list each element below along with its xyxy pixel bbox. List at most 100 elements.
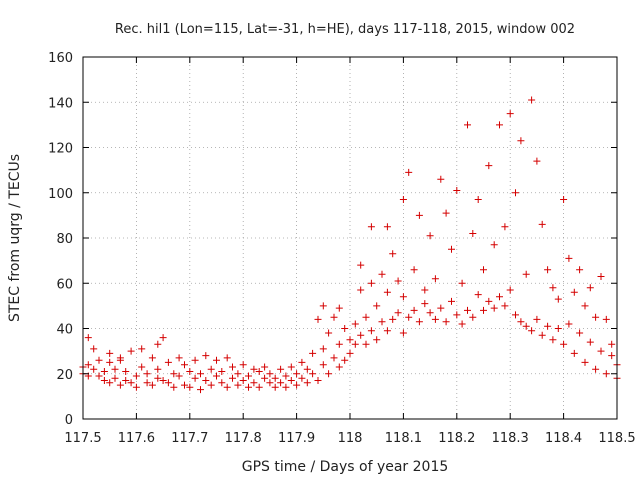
- data-point: [464, 121, 471, 129]
- x-tick-label: 118.2: [438, 431, 475, 446]
- data-point: [213, 372, 220, 380]
- x-tick-labels: 117.5 117.6 117.7 117.8 117.9 118 118.1 118.2 11…: [64, 431, 635, 446]
- data-point: [431, 315, 439, 323]
- data-point: [319, 345, 327, 353]
- data-point: [143, 379, 151, 387]
- x-tick-label: 118.1: [385, 431, 422, 446]
- data-point: [319, 302, 327, 310]
- data-point: [357, 331, 365, 339]
- data-point: [277, 365, 285, 373]
- data-point: [383, 288, 391, 296]
- data-point: [458, 320, 466, 328]
- data-point: [576, 266, 584, 274]
- data-point: [186, 383, 194, 391]
- data-point: [314, 315, 322, 323]
- data-point: [154, 374, 162, 382]
- data-point: [175, 354, 183, 362]
- data-point: [394, 309, 402, 317]
- data-point: [437, 175, 445, 183]
- data-point: [245, 372, 252, 380]
- data-point: [330, 354, 338, 362]
- data-point: [271, 374, 279, 382]
- data-point: [496, 121, 503, 129]
- data-point: [522, 322, 530, 330]
- data-point: [586, 338, 594, 346]
- x-tick-label: 117.9: [278, 431, 315, 446]
- data-point: [399, 329, 407, 337]
- data-point: [378, 318, 386, 326]
- data-point: [528, 96, 536, 104]
- data-point: [266, 370, 274, 378]
- data-point: [95, 356, 103, 364]
- data-point: [469, 230, 477, 237]
- data-point: [512, 189, 519, 197]
- data-point: [560, 340, 568, 348]
- data-point: [415, 318, 423, 326]
- data-point: [218, 379, 226, 387]
- data-point: [325, 370, 333, 378]
- data-point: [506, 110, 514, 118]
- data-point: [410, 306, 418, 314]
- data-point: [197, 370, 204, 378]
- y-tick-label: 0: [65, 413, 73, 428]
- data-point: [597, 347, 605, 355]
- x-tick-label: 117.8: [225, 431, 262, 446]
- data-point: [335, 304, 343, 312]
- data-point: [367, 327, 375, 335]
- data-point: [357, 261, 365, 269]
- data-point: [223, 383, 231, 391]
- data-point: [100, 368, 108, 375]
- data-point: [373, 302, 381, 310]
- data-point: [485, 162, 493, 170]
- data-point: [560, 196, 568, 203]
- data-point: [111, 374, 119, 382]
- data-point: [464, 306, 471, 314]
- data-point: [442, 318, 450, 326]
- data-point: [159, 334, 167, 342]
- data-point: [239, 361, 247, 369]
- data-point: [373, 336, 381, 344]
- data-point: [517, 318, 525, 326]
- data-point: [250, 379, 258, 387]
- data-point: [533, 315, 541, 323]
- data-point: [293, 381, 301, 389]
- data-point: [298, 374, 306, 382]
- data-point: [207, 381, 215, 389]
- data-point: [506, 286, 514, 294]
- data-point: [90, 345, 98, 353]
- data-point: [437, 304, 445, 312]
- data-point: [581, 302, 589, 310]
- data-point: [367, 223, 375, 231]
- data-point: [154, 365, 162, 373]
- data-point: [229, 374, 236, 382]
- data-point: [501, 223, 509, 231]
- data-point: [148, 381, 156, 389]
- data-point: [357, 286, 365, 294]
- data-point: [485, 297, 493, 305]
- y-tick-label: 80: [56, 232, 73, 247]
- data-point: [181, 361, 188, 369]
- data-point: [367, 279, 375, 287]
- data-points: [79, 96, 621, 394]
- data-point: [111, 365, 119, 373]
- data-point: [576, 329, 584, 337]
- data-point: [586, 284, 594, 292]
- data-point: [261, 374, 269, 382]
- data-point: [282, 383, 290, 391]
- axis-ticks: [82, 56, 618, 420]
- data-point: [191, 374, 199, 382]
- data-point: [335, 340, 343, 348]
- data-point: [570, 349, 578, 357]
- data-point: [602, 370, 610, 378]
- data-point: [378, 270, 386, 278]
- data-point: [197, 386, 204, 394]
- data-point: [309, 349, 317, 357]
- x-tick-label: 117.6: [118, 431, 155, 446]
- x-tick-label: 118: [338, 431, 363, 446]
- y-tick-label: 100: [48, 187, 73, 202]
- chart-title: Rec. hil1 (Lon=115, Lat=-31, h=HE), days…: [115, 22, 575, 37]
- data-point: [592, 313, 600, 321]
- data-point: [122, 377, 130, 384]
- y-tick-label: 40: [56, 323, 73, 338]
